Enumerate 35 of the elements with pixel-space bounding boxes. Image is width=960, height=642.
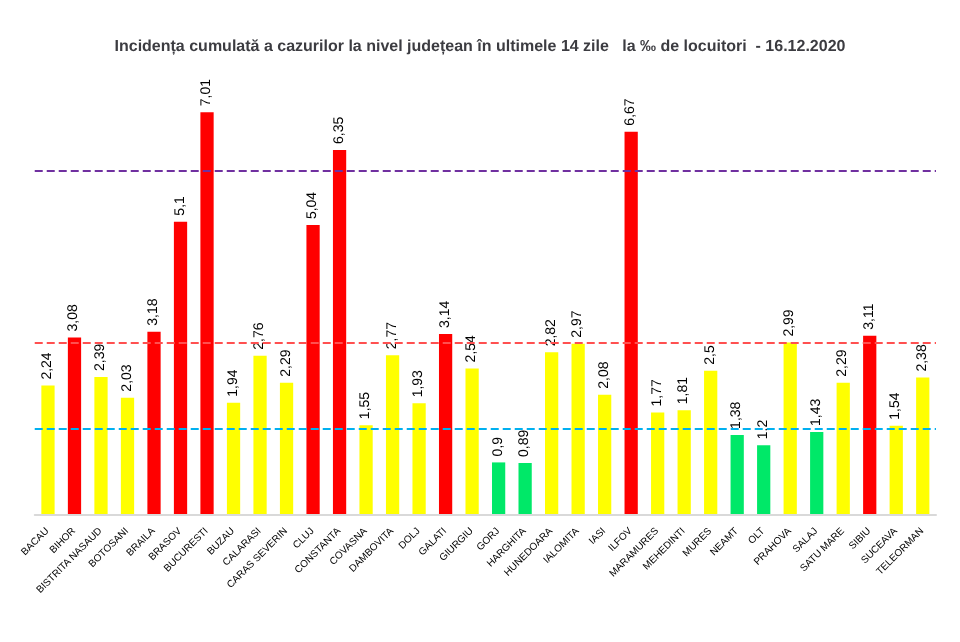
bar bbox=[41, 385, 55, 514]
bar bbox=[545, 352, 559, 514]
bar bbox=[385, 355, 400, 514]
bar bbox=[704, 370, 718, 514]
bar bbox=[730, 434, 744, 514]
bar bbox=[67, 337, 82, 514]
bar bbox=[253, 355, 267, 514]
bar bbox=[332, 150, 347, 514]
bar bbox=[279, 382, 294, 514]
bar bbox=[889, 425, 903, 514]
bar bbox=[120, 397, 135, 514]
bar bbox=[598, 394, 612, 514]
bar bbox=[94, 377, 108, 514]
bar bbox=[518, 462, 532, 514]
bar bbox=[412, 403, 426, 514]
bar bbox=[306, 225, 320, 514]
bar bbox=[438, 334, 453, 514]
bar bbox=[757, 445, 771, 514]
bar bbox=[836, 382, 850, 514]
bar bbox=[677, 410, 691, 514]
bar bbox=[571, 343, 585, 514]
bar bbox=[810, 432, 824, 514]
bar bbox=[200, 112, 214, 514]
bar bbox=[173, 221, 188, 514]
bar bbox=[783, 342, 797, 514]
chart-title: Incidența cumulată a cazurilor la nivel județean în ultimele 14 zile la ‰ de locuitori - 16.12.2020 bbox=[114, 37, 847, 55]
bar bbox=[147, 331, 161, 514]
bar bbox=[359, 425, 373, 514]
bar bbox=[624, 131, 638, 514]
bar bbox=[465, 368, 479, 514]
bar bbox=[491, 462, 506, 514]
bar bbox=[651, 412, 665, 514]
bar bbox=[863, 335, 877, 514]
bar bbox=[226, 402, 241, 514]
bar bbox=[916, 377, 930, 514]
